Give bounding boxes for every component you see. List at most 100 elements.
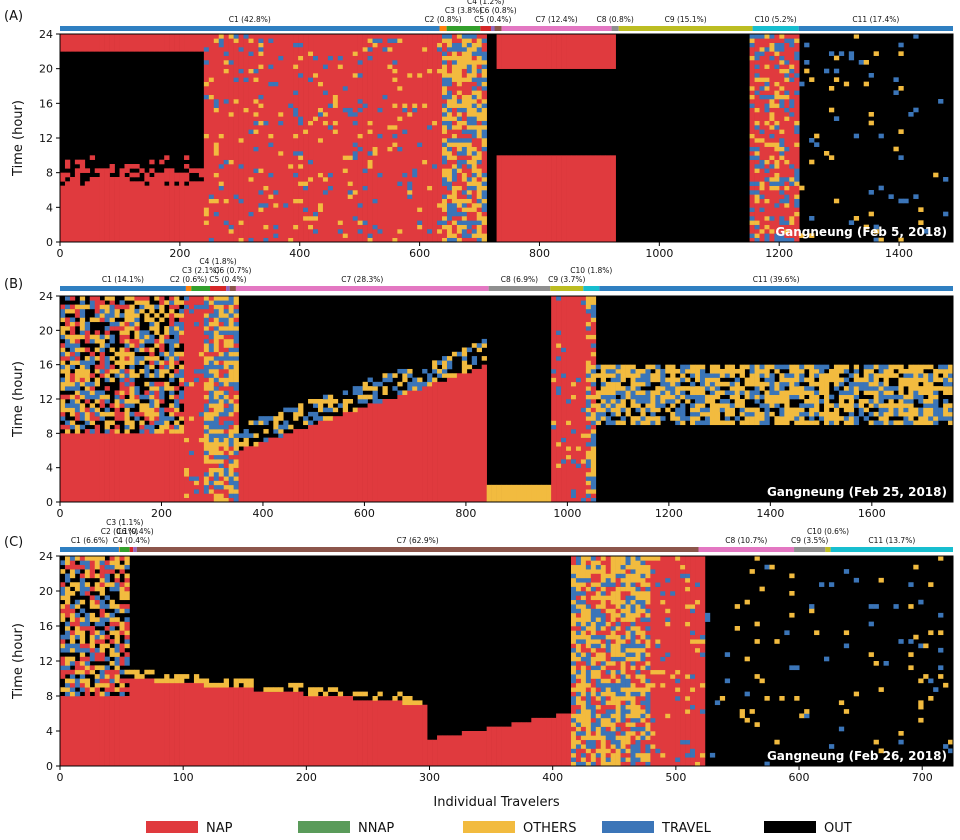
- heatmap-cell: [456, 103, 463, 108]
- heatmap-cell: [749, 94, 755, 100]
- heatmap-cell: [570, 674, 577, 684]
- heatmap-cell: [213, 480, 220, 486]
- heatmap-cell: [759, 168, 765, 182]
- heatmap-cell: [407, 696, 413, 706]
- heatmap-cell: [595, 713, 602, 719]
- heatmap-cell: [615, 586, 621, 609]
- heatmap-cell: [144, 334, 150, 340]
- heatmap-cell: [238, 51, 244, 69]
- heatmap-cell: [179, 433, 185, 503]
- heatmap-cell: [362, 394, 368, 400]
- heatmap-cell: [233, 360, 239, 383]
- heatmap-cell: [913, 107, 919, 113]
- heatmap-cell: [749, 103, 755, 108]
- heatmap-cell: [938, 674, 944, 679]
- heatmap-cell: [268, 133, 274, 139]
- heatmap-cell: [695, 647, 701, 653]
- heatmap-cell: [575, 450, 582, 464]
- heatmap-cell: [114, 424, 120, 430]
- heatmap-cell: [938, 99, 944, 104]
- heatmap-cell: [456, 90, 463, 95]
- heatmap-cell: [164, 416, 170, 421]
- heatmap-cell: [878, 403, 884, 408]
- heatmap-cell: [635, 643, 641, 649]
- heatmap-cell: [794, 420, 800, 426]
- heatmap-cell: [640, 752, 646, 762]
- heatmap-cell: [442, 164, 448, 169]
- heatmap-cell: [585, 591, 592, 605]
- heatmap-cell: [580, 155, 587, 243]
- heatmap-cell: [253, 77, 259, 82]
- heatmap-cell: [923, 403, 929, 408]
- heatmap-cell: [595, 665, 602, 671]
- heatmap-cell: [893, 407, 899, 417]
- heatmap-cell: [193, 326, 200, 370]
- heatmap-cell: [442, 168, 448, 178]
- heatmap-cell: [332, 129, 339, 134]
- heatmap-cell: [174, 407, 180, 413]
- heatmap-cell: [193, 304, 200, 310]
- heatmap-cell: [754, 142, 760, 147]
- heatmap-cell: [372, 47, 378, 147]
- heatmap-cell: [754, 68, 760, 74]
- heatmap-cell: [461, 172, 468, 182]
- heatmap-cell: [764, 120, 770, 126]
- heatmap-cell: [134, 394, 140, 400]
- heatmap-cell: [139, 34, 145, 52]
- heatmap-cell: [442, 224, 448, 230]
- heatmap-cell: [754, 120, 760, 126]
- heatmap-cell: [377, 172, 383, 178]
- y-tick-label: 4: [46, 725, 53, 738]
- heatmap-cell: [258, 51, 264, 56]
- heatmap-cell: [625, 639, 631, 644]
- heatmap-cell: [660, 656, 666, 662]
- heatmap-cell: [144, 172, 150, 182]
- heatmap-cell: [382, 94, 388, 100]
- heatmap-cell: [223, 338, 229, 348]
- heatmap-cell: [233, 450, 239, 456]
- heatmap-cell: [432, 125, 438, 165]
- heatmap-cell: [590, 399, 597, 404]
- heatmap-cell: [650, 735, 656, 745]
- heatmap-cell: [174, 674, 180, 684]
- heatmap-cell: [198, 304, 205, 310]
- heatmap-cell: [570, 573, 577, 579]
- heatmap-cell: [789, 373, 795, 378]
- heatmap-cell: [476, 73, 482, 78]
- heatmap-cell: [471, 116, 478, 126]
- heatmap-cell: [580, 591, 587, 596]
- heatmap-cell: [179, 321, 185, 331]
- heatmap-cell: [417, 377, 423, 383]
- heatmap-cell: [595, 420, 602, 426]
- cluster-label: C6 (0.4%): [116, 527, 153, 536]
- heatmap-cell: [784, 107, 790, 113]
- heatmap-cell: [605, 731, 611, 741]
- heatmap-cell: [203, 476, 210, 486]
- heatmap-cell: [868, 652, 874, 657]
- heatmap-cell: [223, 403, 229, 408]
- heatmap-cell: [878, 386, 884, 391]
- heatmap-cell: [347, 411, 354, 503]
- heatmap-cell: [164, 168, 170, 182]
- heatmap-cell: [188, 454, 195, 477]
- heatmap-cell: [521, 155, 527, 243]
- heatmap-cell: [208, 94, 215, 100]
- heatmap-cell: [288, 34, 294, 104]
- heatmap-cell: [814, 364, 820, 370]
- heatmap-cell: [883, 403, 889, 408]
- heatmap-cell: [471, 172, 478, 178]
- heatmap-cell: [134, 321, 140, 327]
- heatmap-cell: [94, 313, 100, 318]
- heatmap-cell: [680, 573, 686, 579]
- heatmap-cell: [456, 185, 463, 191]
- heatmap-cell: [213, 107, 220, 113]
- heatmap-cell: [814, 142, 820, 147]
- heatmap-cell: [898, 42, 904, 48]
- heatmap-cell: [278, 55, 284, 61]
- heatmap-cell: [79, 411, 86, 421]
- heatmap-cell: [392, 73, 398, 78]
- heatmap-cell: [273, 229, 279, 234]
- heatmap-cell: [89, 599, 96, 609]
- heatmap-cell: [377, 42, 383, 108]
- heatmap-cell: [868, 411, 874, 417]
